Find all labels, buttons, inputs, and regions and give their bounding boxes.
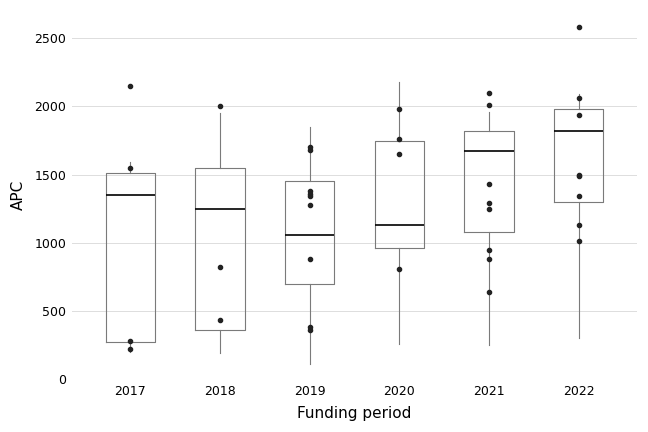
Y-axis label: APC: APC: [11, 180, 26, 210]
X-axis label: Funding period: Funding period: [297, 406, 411, 421]
